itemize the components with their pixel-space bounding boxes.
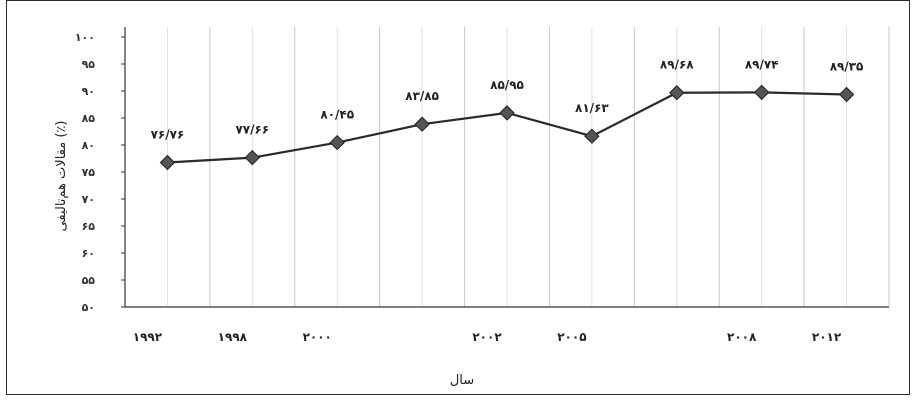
data-label: ۸۹/۳۵ <box>830 60 864 74</box>
data-label: ۸۳/۸۵ <box>405 89 439 103</box>
y-tick-label: ۵۰ <box>82 301 95 314</box>
y-tick-label: ۱۰۰ <box>75 31 95 44</box>
data-point <box>329 134 345 151</box>
data-label: ۸۱/۶۳ <box>575 101 609 115</box>
y-tick-label: ۸۵ <box>82 112 96 125</box>
data-point <box>499 105 515 121</box>
line-chart: ۱۰۰ ۹۵ ۹۰ ۸۵ ۸۰ ۷۵ ۷۰ ۶۵ ۶۰ ۵۵ ۵۰ ۱۹۹۲ ۱۹۹۸ ۲۰۰۰ ۲۰۰۲ ۲… <box>54 27 890 388</box>
chart-frame: ۱۰۰ ۹۵ ۹۰ ۸۵ ۸۰ ۷۵ ۷۰ ۶۵ ۶۰ ۵۵ ۵۰ ۱۹۹۲ ۱۹۹۸ ۲۰۰۰ ۲۰۰۲ ۲… <box>6 0 910 395</box>
y-tick-label: ۶۰ <box>82 247 95 260</box>
data-label: ۸۹/۷۴ <box>745 57 779 71</box>
x-tick-label: ۲۰۰۰ <box>303 330 332 344</box>
y-tick-label: ۹۵ <box>82 58 96 71</box>
data-point <box>159 154 176 171</box>
data-label: ۸۰/۴۵ <box>320 108 354 122</box>
data-label: ۸۵/۹۵ <box>490 78 524 92</box>
y-tick-label: ۸۰ <box>82 139 95 152</box>
data-point <box>414 116 430 132</box>
x-tick-label: ۲۰۰۲ <box>472 330 502 344</box>
x-tick-label: ۲۰۱۲ <box>812 330 842 344</box>
y-tick-label: ۷۰ <box>82 193 95 206</box>
data-point <box>669 85 685 101</box>
data-point <box>838 86 855 103</box>
x-tick-label: ۱۹۹۸ <box>218 330 248 344</box>
x-axis-title: سال <box>450 373 474 388</box>
x-tick-label: ۲۰۰۸ <box>727 330 757 344</box>
y-tick-label: ۶۵ <box>82 220 96 233</box>
y-tick-label: ۹۰ <box>82 85 95 98</box>
data-point <box>753 84 770 101</box>
y-axis-title: مقالات هم‌تالیفی (٪) <box>54 121 69 232</box>
data-label: ۸۹/۶۸ <box>660 58 694 72</box>
y-tick-label: ۵۵ <box>82 274 96 287</box>
data-label: ۷۶/۷۶ <box>151 127 185 141</box>
y-tick-label: ۷۵ <box>82 166 96 179</box>
data-point <box>244 149 261 166</box>
data-label: ۷۷/۶۶ <box>235 123 269 137</box>
x-tick-label: ۲۰۰۵ <box>557 330 586 344</box>
x-tick-label: ۱۹۹۲ <box>133 330 163 344</box>
data-point <box>584 128 600 144</box>
